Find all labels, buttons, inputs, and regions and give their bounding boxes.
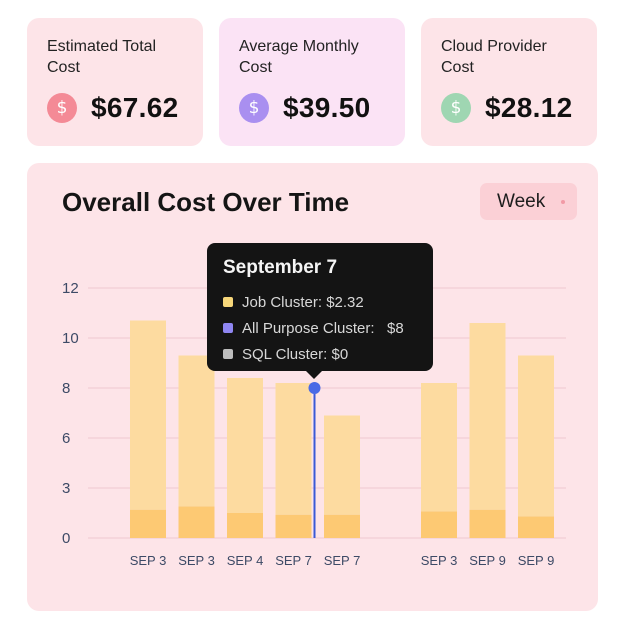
tooltip-row-label: All Purpose Cluster: $8	[242, 319, 404, 337]
dollar-icon: $	[47, 93, 77, 123]
tooltip-row-label: Job Cluster: $2.32	[242, 293, 364, 311]
stat-card: Cloud Provider Cost $ $28.12	[421, 18, 597, 146]
bar-segment	[324, 514, 360, 538]
period-label: Week	[497, 190, 546, 212]
bar-segment	[275, 383, 312, 515]
bar-segment	[469, 509, 506, 538]
x-tick-label: SEP 7	[275, 553, 312, 568]
tooltip-row: All Purpose Cluster: $8	[223, 315, 417, 341]
y-tick-label: 3	[62, 480, 70, 497]
bar-segment	[518, 516, 554, 538]
stat-card: Estimated Total Cost $ $67.62	[27, 18, 203, 146]
bar-segment	[178, 506, 215, 538]
stat-value: $67.62	[91, 92, 179, 123]
bar-segment	[130, 509, 166, 538]
dollar-icon: $	[441, 93, 471, 123]
bar-segment	[178, 355, 215, 507]
tooltip-row-label: SQL Cluster: $0	[242, 345, 349, 363]
x-tick-label: SEP 9	[518, 553, 555, 568]
stat-value: $28.12	[485, 92, 573, 123]
x-tick-label: SEP 3	[178, 553, 215, 568]
legend-swatch	[223, 349, 233, 359]
tooltip-row: SQL Cluster: $0	[223, 341, 417, 367]
dollar-icon: $	[239, 93, 269, 123]
hover-point	[308, 382, 321, 394]
stat-label: Average Monthly Cost	[239, 38, 359, 76]
period-selector-button[interactable]: Week	[480, 183, 577, 220]
x-tick-label: SEP 9	[469, 553, 506, 568]
bar-segment	[324, 415, 360, 515]
y-tick-label: 8	[62, 380, 70, 397]
stat-label: Cloud Provider Cost	[441, 38, 547, 76]
y-tick-label: 0	[62, 530, 70, 547]
dropdown-dot-icon	[561, 200, 565, 204]
bar-segment	[469, 323, 506, 510]
tooltip-title: September 7	[223, 257, 338, 278]
chart-tooltip: September 7 Job Cluster: $2.32 All Purpos…	[207, 243, 433, 379]
bar-segment	[421, 383, 457, 512]
stat-value: $39.50	[283, 92, 371, 123]
x-tick-label: SEP 3	[130, 553, 167, 568]
stat-card: Average Monthly Cost $ $39.50	[219, 18, 405, 146]
x-tick-label: SEP 7	[324, 553, 361, 568]
bar-segment	[275, 514, 312, 538]
y-tick-label: 10	[62, 330, 79, 347]
chart-title: Overall Cost Over Time	[62, 187, 350, 217]
legend-swatch	[223, 297, 233, 307]
legend-swatch	[223, 323, 233, 333]
bar-segment	[130, 320, 166, 510]
x-tick-label: SEP 3	[421, 553, 458, 568]
y-tick-label: 6	[62, 430, 70, 447]
tooltip-row: Job Cluster: $2.32	[223, 289, 417, 315]
bar-segment	[227, 378, 263, 513]
bar-segment	[421, 511, 457, 538]
bar-segment	[518, 355, 554, 517]
bar-segment	[227, 513, 263, 538]
x-tick-label: SEP 4	[227, 553, 264, 568]
stat-label: Estimated Total Cost	[47, 38, 157, 76]
y-tick-label: 12	[62, 280, 79, 297]
